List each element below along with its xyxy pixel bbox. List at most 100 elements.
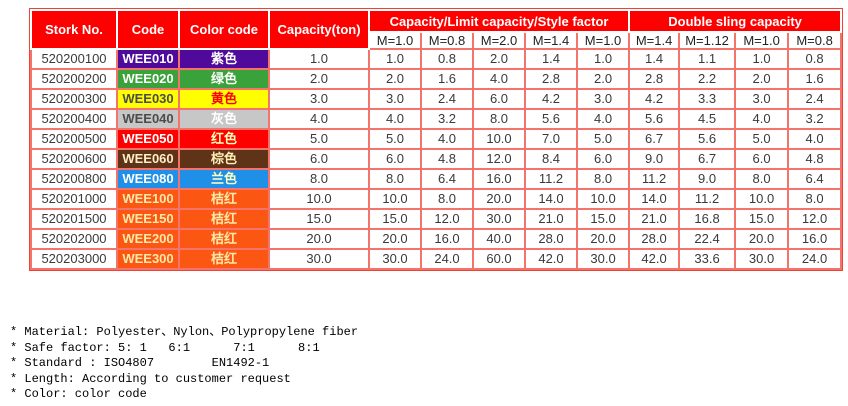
double-sling-cell: 5.6 (678, 128, 737, 150)
double-sling-cell: 1.6 (787, 68, 843, 90)
stork-no-cell: 520200300 (30, 88, 118, 110)
double-sling-cell: 22.4 (678, 228, 737, 250)
table-row: 520203000 WEE300 桔红 30.0 30.0 24.0 60.0 42.0 30.… (30, 248, 843, 270)
color-name-cell: 桔红 (178, 208, 270, 230)
double-sling-cell: 11.2 (678, 188, 737, 210)
double-sling-cell: 16.0 (787, 228, 843, 250)
m-factor-header-cell: M=1.0 (734, 31, 790, 50)
double-sling-cell: 6.4 (787, 168, 843, 190)
style-factor-cell: 8.4 (524, 148, 578, 170)
double-sling-cell: 4.8 (787, 148, 843, 170)
table-row: 520200800 WEE080 兰色 8.0 8.0 6.4 16.0 11.2 8.0 11.… (30, 168, 843, 190)
col-header-color-code: Color code (178, 9, 270, 50)
stork-no-cell: 520200100 (30, 48, 118, 70)
table-row: 520200300 WEE030 黄色 3.0 3.0 2.4 6.0 4.2 3.0 4.2 3.… (30, 88, 843, 110)
header-row-groups: Stork No. Code Color code Capacity(ton) … (30, 9, 843, 50)
table-row: 520200600 WEE060 棕色 6.0 6.0 4.8 12.0 8.4 6.0 9.0 6… (30, 148, 843, 170)
color-name-cell: 桔红 (178, 228, 270, 250)
double-sling-cell: 3.0 (734, 88, 790, 110)
style-factor-cell: 4.0 (575, 108, 631, 130)
capacity-cell: 2.0 (268, 68, 370, 90)
color-name-cell: 桔红 (178, 248, 270, 270)
double-sling-cell: 1.0 (734, 48, 790, 70)
notes: * Material: Polyester、Nylon、Polypropylen… (10, 325, 358, 403)
note-line: * Safe factor: 5: 1 6:1 7:1 8:1 (10, 340, 320, 355)
note-line: * Material: Polyester、Nylon、Polypropylen… (10, 325, 359, 339)
double-sling-cell: 6.0 (734, 148, 790, 170)
table-row: 520201000 WEE100 桔红 10.0 10.0 8.0 20.0 14.0 10.0… (30, 188, 843, 210)
style-factor-cell: 30.0 (368, 248, 422, 270)
style-factor-cell: 24.0 (420, 248, 474, 270)
stork-no-cell: 520201000 (30, 188, 118, 210)
code-cell: WEE050 (116, 128, 180, 150)
color-name-cell: 绿色 (178, 68, 270, 90)
double-sling-cell: 15.0 (734, 208, 790, 230)
double-sling-cell: 20.0 (734, 228, 790, 250)
double-sling-cell: 1.1 (678, 48, 737, 70)
style-factor-cell: 5.0 (575, 128, 631, 150)
style-factor-cell: 2.0 (575, 68, 631, 90)
double-sling-cell: 2.4 (787, 88, 843, 110)
double-sling-cell: 10.0 (734, 188, 790, 210)
stork-no-cell: 520200600 (30, 148, 118, 170)
stork-no-cell: 520200200 (30, 68, 118, 90)
capacity-cell: 30.0 (268, 248, 370, 270)
style-factor-cell: 20.0 (368, 228, 422, 250)
code-cell: WEE080 (116, 168, 180, 190)
double-sling-cell: 2.2 (678, 68, 737, 90)
col-header-capacity-ton: Capacity(ton) (268, 9, 370, 50)
code-cell: WEE100 (116, 188, 180, 210)
double-sling-cell: 3.3 (678, 88, 737, 110)
style-factor-cell: 6.0 (368, 148, 422, 170)
capacity-table-frame: Stork No. Code Color code Capacity(ton) … (29, 8, 844, 271)
style-factor-cell: 2.0 (368, 68, 422, 90)
stork-no-cell: 520200500 (30, 128, 118, 150)
capacity-cell: 15.0 (268, 208, 370, 230)
col-header-code: Code (116, 9, 180, 50)
style-factor-cell: 2.8 (524, 68, 578, 90)
double-sling-cell: 2.0 (734, 68, 790, 90)
style-factor-cell: 2.4 (420, 88, 474, 110)
double-sling-cell: 6.7 (628, 128, 681, 150)
m-factor-header-cell: M=1.4 (628, 31, 681, 50)
style-factor-cell: 8.0 (420, 188, 474, 210)
m-factor-header-cell: M=0.8 (420, 31, 474, 50)
stork-no-cell: 520203000 (30, 248, 118, 270)
style-factor-cell: 15.0 (368, 208, 422, 230)
style-factor-cell: 12.0 (420, 208, 474, 230)
style-factor-cell: 3.0 (575, 88, 631, 110)
style-factor-cell: 2.0 (472, 48, 526, 70)
stork-no-cell: 520202000 (30, 228, 118, 250)
col-header-double-sling-capacity: Double sling capacity (628, 9, 843, 33)
style-factor-cell: 30.0 (472, 208, 526, 230)
style-factor-cell: 6.0 (575, 148, 631, 170)
capacity-cell: 5.0 (268, 128, 370, 150)
code-cell: WEE030 (116, 88, 180, 110)
code-cell: WEE040 (116, 108, 180, 130)
style-factor-cell: 20.0 (472, 188, 526, 210)
double-sling-cell: 0.8 (787, 48, 843, 70)
style-factor-cell: 10.0 (575, 188, 631, 210)
double-sling-cell: 28.0 (628, 228, 681, 250)
style-factor-cell: 1.0 (368, 48, 422, 70)
capacity-cell: 8.0 (268, 168, 370, 190)
style-factor-cell: 60.0 (472, 248, 526, 270)
double-sling-cell: 33.6 (678, 248, 737, 270)
capacity-cell: 1.0 (268, 48, 370, 70)
style-factor-cell: 8.0 (575, 168, 631, 190)
code-cell: WEE010 (116, 48, 180, 70)
color-name-cell: 棕色 (178, 148, 270, 170)
style-factor-cell: 16.0 (472, 168, 526, 190)
m-factor-header-cell: M=2.0 (472, 31, 526, 50)
double-sling-cell: 14.0 (628, 188, 681, 210)
style-factor-cell: 4.0 (472, 68, 526, 90)
m-factor-header-cell: M=1.12 (678, 31, 737, 50)
style-factor-cell: 3.2 (420, 108, 474, 130)
style-factor-cell: 12.0 (472, 148, 526, 170)
style-factor-cell: 4.0 (368, 108, 422, 130)
style-factor-cell: 3.0 (368, 88, 422, 110)
double-sling-cell: 8.0 (787, 188, 843, 210)
capacity-cell: 4.0 (268, 108, 370, 130)
header-row-m-factors: M=1.0 M=0.8 M=2.0 M=1.4 M=1.0 M=1.4 M=1.12 M=1.… (31, 31, 843, 50)
double-sling-cell: 4.0 (787, 128, 843, 150)
